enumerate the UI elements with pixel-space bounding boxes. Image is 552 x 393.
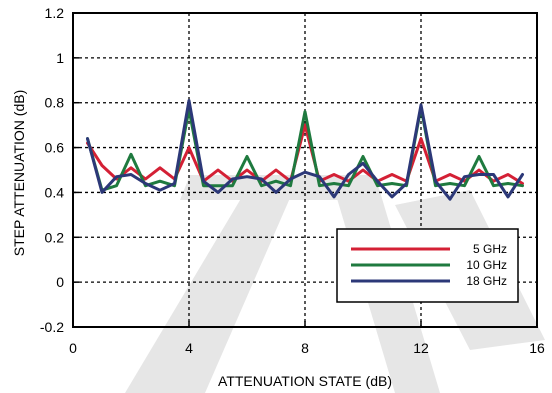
legend-label: 5 GHz (473, 242, 507, 256)
x-tick-label: 4 (185, 340, 193, 356)
y-tick-label: 0.6 (45, 140, 65, 156)
series-line (86, 123, 524, 185)
y-tick-label: 0.2 (45, 229, 65, 245)
tick-marks (72, 12, 538, 328)
x-tick-label: 12 (413, 340, 429, 356)
y-tick-label: 0.8 (45, 95, 65, 111)
series-line (86, 105, 524, 192)
x-tick-label: 16 (529, 340, 545, 356)
x-axis-title: ATTENUATION STATE (dB) (218, 373, 392, 389)
y-tick-label: -0.2 (40, 319, 64, 335)
y-tick-label: 0.4 (45, 184, 65, 200)
y-tick-label: 1 (56, 50, 64, 66)
legend-label: 18 GHz (466, 274, 507, 288)
series-line (86, 99, 524, 201)
y-tick-label: 0 (56, 274, 64, 290)
series-lines (86, 99, 524, 201)
y-tick-label: 1.2 (45, 5, 65, 21)
y-tick-labels: -0.2 0 0.2 0.4 0.6 0.8 1 1.2 (40, 5, 64, 335)
legend: 5 GHz 10 GHz 18 GHz (336, 228, 519, 303)
watermark-shape (125, 175, 300, 393)
x-tick-labels: 0 4 8 12 16 (69, 340, 545, 356)
y-axis-title: STEP ATTENUATION (dB) (11, 90, 27, 256)
x-tick-label: 0 (69, 340, 77, 356)
legend-label: 10 GHz (466, 258, 507, 272)
x-tick-label: 8 (301, 340, 309, 356)
